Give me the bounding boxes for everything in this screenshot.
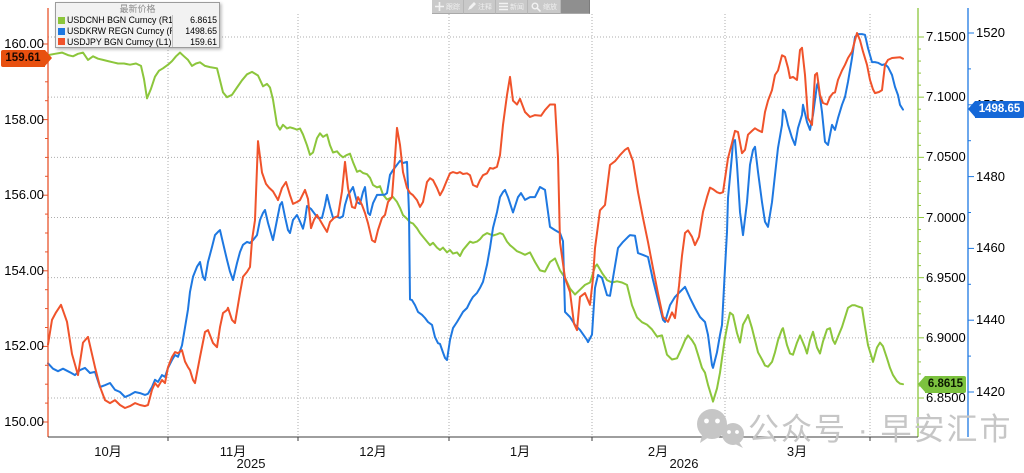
left-axis-tick-label: 156.00 (4, 187, 44, 203)
crosshair-icon (435, 2, 444, 11)
magnifier-icon (531, 2, 541, 12)
usdjpy-last-price-tag: 159.61 (1, 50, 52, 68)
left-axis-tick-label: 158.00 (4, 111, 44, 127)
r1-axis-tick-label: 6.9500 (926, 269, 966, 285)
legend-series-name: USDKRW REGN Curncy (R2) (67, 25, 172, 36)
r2-axis-tick-label: 1440 (976, 312, 1005, 328)
r2-axis-tick-label: 1520 (976, 25, 1005, 40)
usdjpy-line (47, 32, 904, 409)
usdcnh-last-price-tag: 6.8615 (918, 375, 966, 393)
legend-series-value: 159.61 (172, 36, 219, 48)
r1-axis-tick-label: 7.1500 (926, 29, 966, 44)
watermark-text: 公众号 · 早安汇市 (748, 411, 1013, 447)
usdcnh-line (47, 51, 904, 403)
left-axis-tick-label: 154.00 (4, 262, 44, 278)
legend-series-name: USDCNH BGN Curncy (R1) (67, 15, 172, 25)
year-label: 2025 (236, 456, 266, 471)
legend-series-value: 6.8615 (172, 15, 219, 26)
watermark: 公众号 · 早安汇市 (692, 405, 1013, 454)
r1-axis-tick-label: 7.0000 (926, 209, 966, 225)
legend-panel: 最新价格 USDCNH BGN Curncy (R1) 6.8615 USDKRW … (55, 2, 220, 49)
legend-series-name: USDJPY BGN Curncy (L1) (67, 36, 172, 47)
r2-axis-tick-label: 1420 (976, 384, 1005, 399)
month-label: 2月 (647, 444, 669, 459)
legend-series-value: 1498.65 (172, 25, 219, 37)
toolbar-button-magnifier[interactable]: 缩放 (528, 0, 561, 14)
toolbar-pressed-button[interactable] (561, 0, 590, 14)
toolbar-button-pencil[interactable]: 注释 (464, 0, 496, 14)
legend-row[interactable]: USDKRW REGN Curncy (R2) 1498.65 (56, 25, 219, 37)
list-icon (499, 2, 508, 11)
usdkrw-line (47, 33, 904, 398)
left-axis-tick-label: 152.00 (4, 338, 44, 354)
r2-axis-tick-label: 1480 (976, 168, 1005, 184)
usdkrw-last-price-tag: 1498.65 (968, 101, 1024, 119)
pencil-icon (467, 2, 476, 11)
r1-axis-tick-label: 7.0500 (926, 149, 966, 165)
year-label: 2026 (669, 456, 699, 471)
legend-header: 最新价格 (119, 4, 156, 14)
month-label: 10月 (94, 444, 122, 459)
toolbar-button-label: 新闻 (510, 3, 524, 11)
chart-toolbar: 跟踪 注释 新闻 缩放 (432, 0, 590, 14)
toolbar-button-label: 注释 (478, 3, 492, 11)
legend-row[interactable]: USDCNH BGN Curncy (R1) 6.8615 (56, 15, 219, 26)
left-axis-tick-label: 160.00 (4, 36, 44, 51)
legend-row[interactable]: USDJPY BGN Curncy (L1) 159.61 (56, 36, 219, 48)
series-color-swatch (58, 38, 65, 46)
series-color-swatch (58, 16, 65, 24)
r2-axis-tick-label: 1460 (976, 240, 1005, 256)
series-color-swatch (58, 27, 65, 35)
toolbar-button-label: 缩放 (543, 3, 557, 11)
left-axis-tick-label: 150.00 (4, 414, 44, 429)
month-label: 1月 (509, 444, 531, 459)
r1-axis-tick-label: 6.9000 (926, 329, 966, 345)
month-label: 12月 (359, 444, 387, 459)
toolbar-button-list[interactable]: 新闻 (496, 0, 528, 14)
r1-axis-tick-label: 7.1000 (926, 89, 966, 105)
month-label: 11月 (219, 444, 247, 459)
toolbar-button-label: 跟踪 (446, 3, 460, 11)
wechat-icon (692, 405, 748, 454)
month-label: 3月 (786, 444, 808, 459)
r1-axis-tick-label: 6.8500 (926, 390, 966, 405)
toolbar-button-crosshair[interactable]: 跟踪 (432, 0, 464, 14)
